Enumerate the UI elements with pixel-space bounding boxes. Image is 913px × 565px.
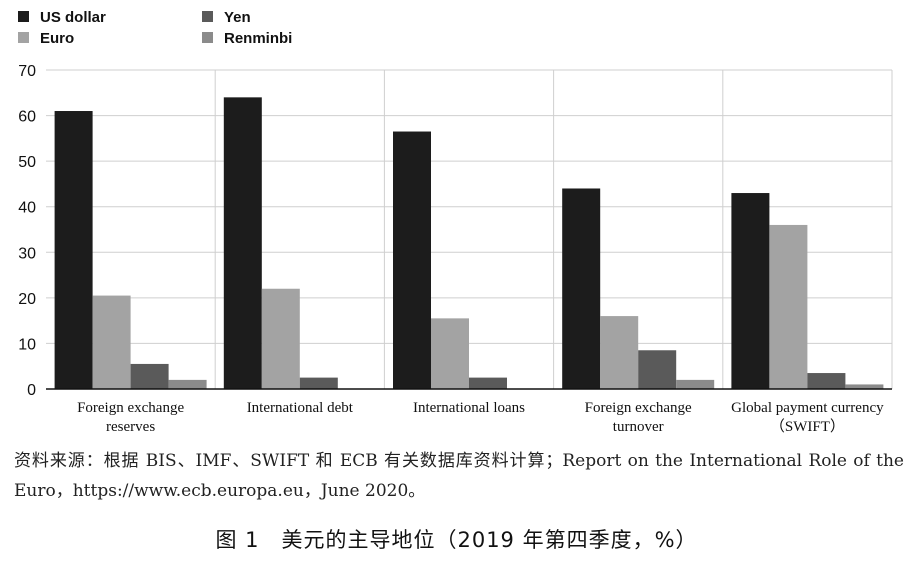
bar — [168, 379, 207, 389]
bar — [261, 288, 300, 389]
y-tick-label: 50 — [18, 154, 36, 171]
source-note: 资料来源：根据 BIS、IMF、SWIFT 和 ECB 有关数据库资料计算；Re… — [14, 451, 904, 501]
y-tick-label: 40 — [18, 200, 36, 217]
bar — [769, 224, 808, 389]
bar — [845, 384, 884, 389]
legend-label: Yen — [224, 9, 251, 26]
y-tick-label: 10 — [18, 336, 36, 353]
bar — [562, 188, 601, 389]
legend-swatch — [18, 11, 29, 22]
bar — [54, 111, 93, 389]
x-category-label: International loans — [413, 400, 525, 416]
y-tick-label: 70 — [18, 63, 36, 80]
x-category-label: turnover — [613, 419, 664, 435]
bar — [92, 295, 131, 389]
bar — [393, 131, 431, 389]
legend-label: US dollar — [40, 9, 106, 26]
x-category-label: International debt — [247, 400, 354, 416]
bar — [469, 377, 507, 389]
legend-swatch — [202, 11, 213, 22]
legend-label: Renminbi — [224, 30, 292, 47]
x-category-label: Global payment currency — [731, 400, 884, 416]
bar — [807, 373, 846, 389]
x-category-label: reserves — [106, 419, 155, 435]
chart: 0 10 20 30 40 50 60 70 Foreign exchange reserves I… — [18, 9, 893, 435]
legend-swatch — [202, 32, 213, 43]
bar — [431, 318, 469, 389]
y-tick-label: 20 — [18, 291, 36, 308]
figure-caption: 图 1 美元的主导地位（2019 年第四季度，%） — [215, 528, 698, 552]
legend-swatch — [18, 32, 29, 43]
bar — [638, 350, 677, 389]
y-tick-label: 60 — [18, 109, 36, 126]
bar — [600, 316, 639, 389]
x-category-label: Foreign exchange — [585, 400, 692, 416]
x-category-label: Foreign exchange — [77, 400, 184, 416]
bar — [299, 377, 338, 389]
legend-label: Euro — [40, 30, 74, 47]
bar — [130, 363, 169, 389]
y-tick-label: 0 — [27, 382, 36, 399]
bar — [676, 379, 715, 389]
bar — [731, 193, 770, 389]
bar — [223, 97, 262, 389]
x-category-label: （SWIFT） — [770, 418, 845, 435]
y-tick-label: 30 — [18, 245, 36, 262]
